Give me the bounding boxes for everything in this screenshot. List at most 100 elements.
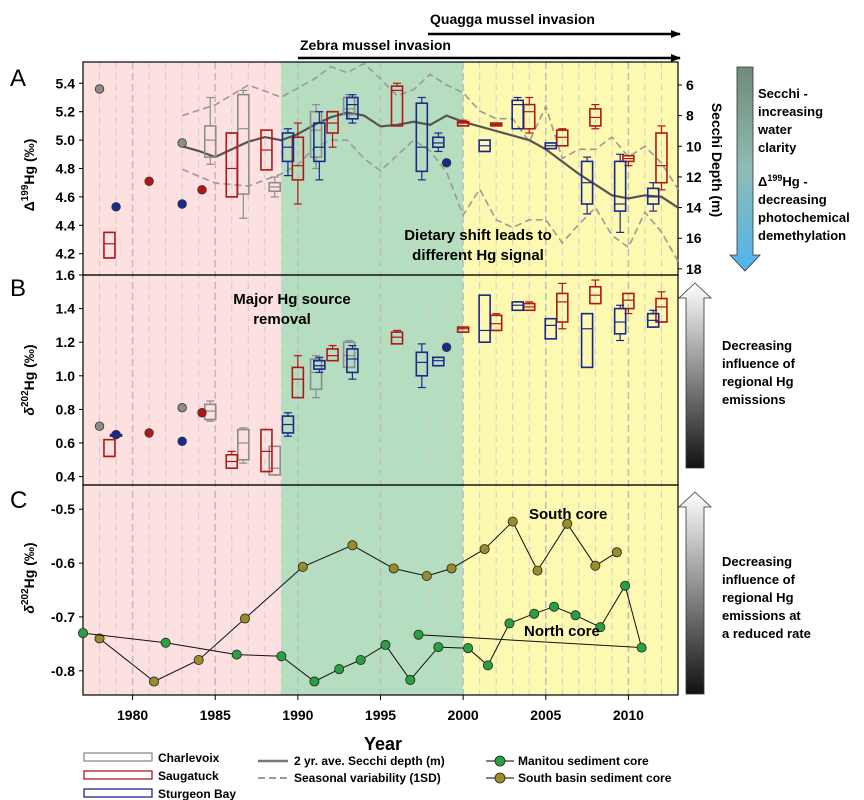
north-core-label: North core [524,623,600,640]
panel-b-point-saugatuck [197,408,207,418]
panel-a-box-saugatuck [456,119,470,127]
box-body [511,99,524,130]
legend-seasonal: Seasonal variability (1SD) [258,771,441,785]
box-body [432,136,445,148]
panel-c-side-line: regional Hg [722,590,794,605]
manitou-sediment-core-point [413,629,424,640]
box-body [313,359,326,370]
manitou-sediment-core-point [482,660,493,671]
manitou-sediment-core-point [380,639,391,650]
panel-b-box-saugatuck [260,428,273,473]
panel-a-box-sturgeon-bay [346,94,359,124]
south-basin-sediment-core-point [532,565,543,576]
panel-a-box-sturgeon-bay [478,139,491,153]
box-body [390,331,404,345]
chart-marks: 1980 1985 1990 1995 2000 2005 2010 5.4 5.2 5.0 4.8… [51,62,702,723]
panel-b-box-sturgeon-bay [613,304,627,342]
panel-a-side-line: Δ199Hg - [758,173,808,189]
panel-a-box-saugatuck [655,125,668,191]
box-body [544,317,558,340]
panel-b-y-tick-label: 1.0 [56,368,76,384]
manitou-sediment-core-point [334,664,345,675]
panel-a-point-charlevoix [177,138,187,148]
legend-south-basin-label: South basin sediment core [518,771,672,785]
south-basin-sediment-core-point [388,563,399,574]
box-body [478,294,491,344]
panel-b-box-saugatuck [556,282,569,330]
panel-a-point-charlevoix [94,84,105,94]
panel-a-point-sturgeon-bay [177,199,187,209]
secchi-tick-label: 10 [686,138,702,154]
panel-a-side-line: demethylation [758,228,846,243]
x-tick-label: 1980 [117,707,148,723]
legend-seasonal-label: Seasonal variability (1SD) [294,771,441,785]
legend: Charlevoix Saugatuck Sturgeon Bay 2 yr. … [83,751,672,800]
panel-a-annotation-line2: different Hg signal [412,247,544,264]
panel-a-box-sturgeon-bay [313,111,326,181]
panel-a-box-sturgeon-bay [432,132,445,153]
south-basin-sediment-core-point [347,540,358,551]
south-basin-sediment-core-point [446,563,457,574]
panel-b-y-tick-label: 0.4 [56,469,76,485]
manitou-sediment-core-point [78,628,89,639]
manitou-sediment-core-point [570,610,581,621]
zebra-arrow: Zebra mussel invasion [298,37,681,62]
panel-a-annotation-line1: Dietary shift leads to [404,227,552,244]
panel-letter-c: C [10,487,27,514]
manitou-sediment-core-point [620,580,631,591]
box-body [456,326,470,333]
x-tick-label: 1990 [282,707,313,723]
x-tick-label: 2010 [613,707,644,723]
south-basin-sediment-core-point [193,655,204,666]
box-body [342,341,356,369]
legend-charlevoix-label: Charlevoix [158,751,220,765]
box-body [326,348,339,362]
panel-b-point-sturgeon-bay [111,429,121,440]
box-body [646,187,660,205]
south-basin-sediment-core-point [239,613,250,624]
panel-c-y-tick-label: -0.5 [51,501,75,517]
panel-a-box-saugatuck [103,231,116,259]
panel-a-side-line: decreasing [758,192,827,207]
panel-a-side-line: increasing [758,104,823,119]
panel-b-annotation-line2: removal [253,311,311,328]
box-body [655,132,668,184]
box-body [309,358,323,391]
legend-secchi-label: 2 yr. ave. Secchi depth (m) [294,754,445,768]
box-body [613,307,627,335]
panel-a-box-sturgeon-bay [415,96,429,181]
box-body [456,120,470,127]
legend-charlevoix: Charlevoix [83,751,220,765]
manitou-sediment-core-point [595,622,606,633]
panel-c-ylabel: δ202Hg (‰) [20,542,37,613]
legend-manitou-label: Manitou sediment core [518,754,649,768]
secchi-gradient-arrow [729,66,761,272]
panel-a-box-sturgeon-bay [613,153,627,233]
panel-a-y-tick-label: 5.2 [56,104,76,120]
panel-b-point-sturgeon-bay [441,342,452,352]
legend-saugatuck-label: Saugatuck [158,769,219,783]
panel-a-y-tick-label: 5.4 [56,75,76,91]
panel-c-side-line: influence of [722,572,796,587]
panel-b-side-line: regional Hg [722,374,794,389]
secchi-tick-label: 12 [686,169,702,185]
panel-b-point-charlevoix [177,403,187,413]
panel-b-box-saugatuck [326,344,339,362]
south-basin-sediment-core-point [507,516,518,527]
panel-a-y-tick-label: 4.6 [56,189,76,205]
panel-a-box-saugatuck [390,82,404,127]
south-basin-sediment-core-point [421,571,432,582]
south-basin-sediment-core-point [297,561,308,572]
panel-b-side-line: influence of [722,356,796,371]
manitou-sediment-core-point [504,618,515,629]
panel-c-side-line: emissions at [722,608,801,623]
panel-a-y-tick-label: 5.0 [56,132,76,148]
manitou-sediment-core-point [405,674,416,685]
panel-b-box-sturgeon-bay [346,344,359,380]
south-basin-sediment-core-point [479,544,490,555]
south-basin-sediment-core-point [590,560,601,571]
manitou-sediment-core-point [160,637,171,648]
box-body [556,129,569,147]
box-body [415,351,429,377]
panel-a-point-saugatuck [197,185,207,195]
